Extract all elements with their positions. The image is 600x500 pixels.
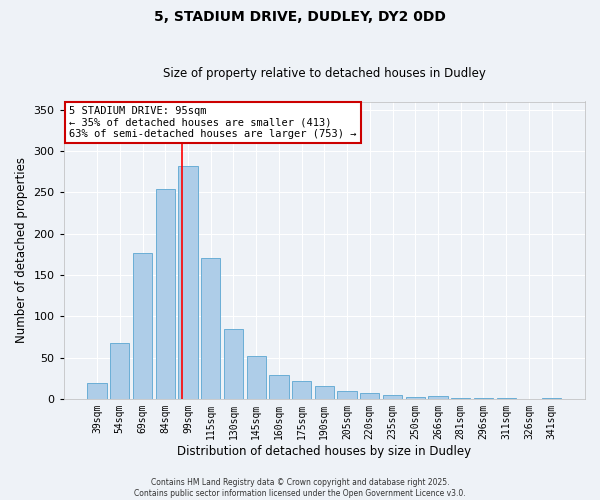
Bar <box>110 342 130 399</box>
Bar <box>133 252 152 399</box>
Bar <box>360 393 379 399</box>
Bar <box>292 380 311 399</box>
Bar <box>247 356 266 399</box>
Bar <box>383 394 402 399</box>
X-axis label: Distribution of detached houses by size in Dudley: Distribution of detached houses by size … <box>177 444 472 458</box>
Bar <box>474 398 493 399</box>
Text: Contains HM Land Registry data © Crown copyright and database right 2025.
Contai: Contains HM Land Registry data © Crown c… <box>134 478 466 498</box>
Bar <box>269 375 289 399</box>
Bar <box>178 166 197 399</box>
Bar <box>451 398 470 399</box>
Text: 5, STADIUM DRIVE, DUDLEY, DY2 0DD: 5, STADIUM DRIVE, DUDLEY, DY2 0DD <box>154 10 446 24</box>
Text: 5 STADIUM DRIVE: 95sqm
← 35% of detached houses are smaller (413)
63% of semi-de: 5 STADIUM DRIVE: 95sqm ← 35% of detached… <box>69 106 356 139</box>
Bar <box>314 386 334 399</box>
Bar <box>201 258 220 399</box>
Bar <box>497 398 516 399</box>
Bar <box>337 390 357 399</box>
Bar <box>542 398 562 399</box>
Bar <box>406 397 425 399</box>
Y-axis label: Number of detached properties: Number of detached properties <box>15 157 28 343</box>
Bar <box>88 383 107 399</box>
Bar <box>155 189 175 399</box>
Bar <box>428 396 448 399</box>
Bar <box>224 328 243 399</box>
Title: Size of property relative to detached houses in Dudley: Size of property relative to detached ho… <box>163 66 486 80</box>
